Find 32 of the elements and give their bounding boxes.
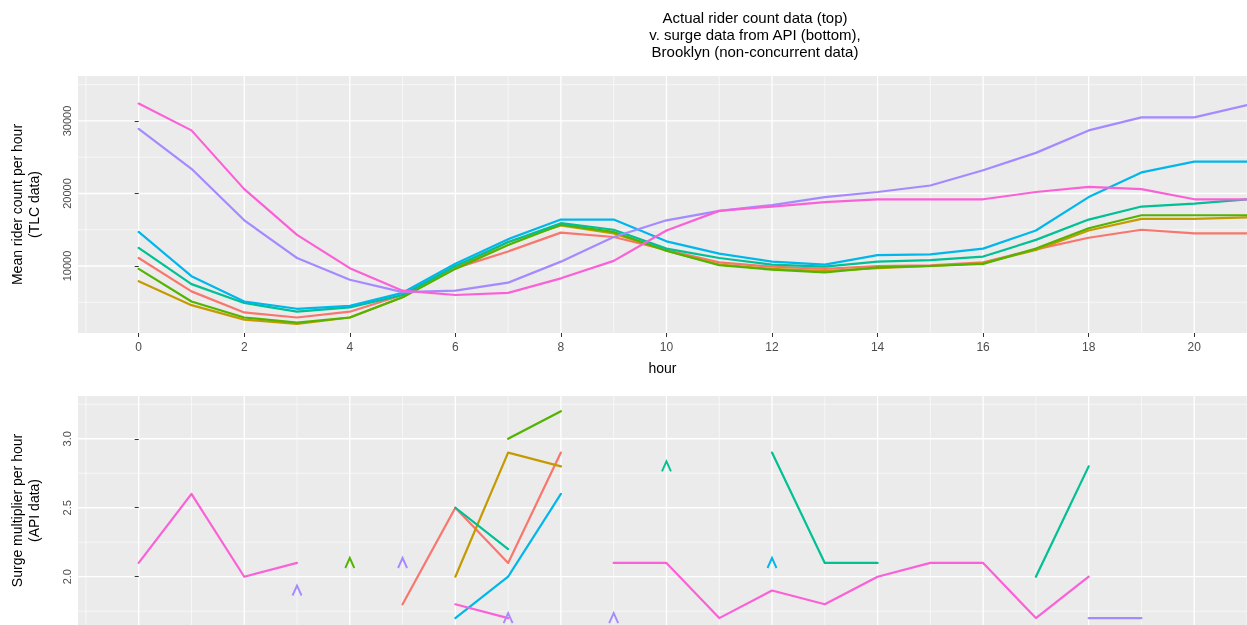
x-tick-label: 18: [1081, 340, 1096, 354]
x-tick-label: 16: [976, 340, 991, 354]
point: [766, 556, 778, 569]
y-tick-label: 10000: [60, 250, 73, 282]
y-axis-title: Surge multiplier per hour (API data): [8, 433, 42, 588]
x-tick-label: 10: [659, 340, 674, 354]
y-axis-title: Mean rider count per hour (TLC data): [8, 123, 42, 286]
line-series: [137, 228, 1247, 319]
x-tick-label: 0: [135, 340, 143, 354]
y-tick-label: 2.5: [60, 500, 73, 516]
line-series: [137, 198, 1247, 313]
y-tick-label: 30000: [60, 105, 73, 137]
x-tick-label: 4: [346, 340, 354, 354]
point: [608, 612, 620, 625]
x-tick-label: 2: [240, 340, 248, 354]
chart-title: Actual rider count data (top) v. surge data from API (bottom), Brooklyn (non-concurrent data): [649, 9, 861, 60]
line-series: [401, 451, 563, 606]
point: [291, 584, 303, 597]
y-tick-label: 2.0: [60, 569, 73, 585]
point: [397, 556, 409, 569]
x-tick-label: 14: [870, 340, 885, 354]
y-tick-label: 3.0: [60, 431, 73, 447]
y-tick-label: 20000: [60, 178, 73, 209]
point: [660, 460, 672, 473]
point: [344, 556, 356, 569]
point: [502, 612, 514, 625]
x-tick-label: 12: [765, 340, 780, 354]
x-axis-title: hour: [648, 360, 677, 376]
x-tick-label: 8: [557, 340, 565, 354]
line-series: [137, 160, 1247, 310]
x-tick-label: 6: [452, 340, 460, 354]
x-tick-label: 20: [1187, 340, 1202, 354]
